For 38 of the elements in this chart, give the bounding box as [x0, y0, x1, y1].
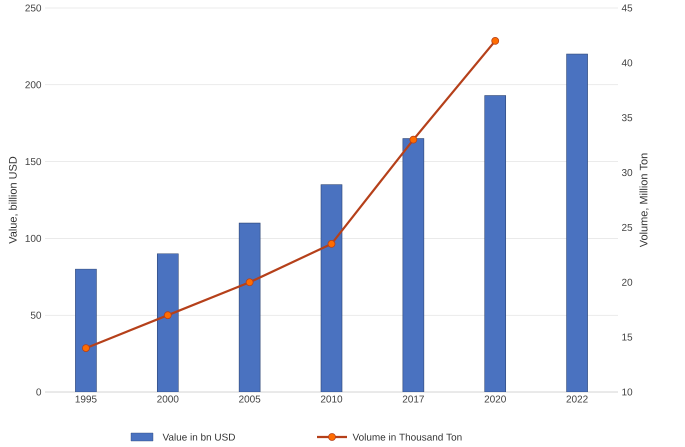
y-tick-label: 0	[36, 388, 42, 396]
y2-axis-title: Volume, Million Ton	[639, 154, 649, 248]
x-tick-label: 2010	[320, 396, 342, 403]
legend-label: Volume in Thousand Ton	[352, 433, 462, 441]
point	[164, 311, 172, 320]
y2-tick-label: 25	[622, 224, 632, 231]
y2-tick-label: 30	[622, 169, 632, 176]
x-tick-label: 2000	[157, 396, 178, 403]
y2-tick-label: 40	[622, 59, 632, 66]
bar	[75, 268, 97, 392]
y2-tick-label: 20	[622, 278, 632, 286]
y-axis-title: Value, billion USD	[8, 156, 18, 244]
x-tick-label: 2005	[239, 396, 260, 403]
x-tick-label: 2020	[484, 396, 506, 403]
y2-tick-label: 10	[622, 388, 632, 396]
bar	[402, 138, 424, 392]
bar	[320, 184, 342, 392]
bar	[156, 253, 179, 392]
point	[491, 37, 500, 45]
point	[82, 344, 90, 352]
y2-tick-label: 15	[622, 334, 632, 341]
x-tick-label: 2022	[566, 396, 588, 403]
y-tick-label: 250	[25, 4, 42, 12]
y-tick-label: 150	[26, 158, 42, 166]
y-tick-label: 50	[30, 312, 42, 319]
bar	[566, 54, 588, 392]
point	[246, 278, 254, 286]
y2-tick-label: 45	[622, 4, 632, 12]
legend-label: Value in bn USD	[162, 433, 235, 441]
bar	[238, 222, 260, 392]
x-tick-label: 1995	[76, 396, 97, 403]
y-tick-label: 100	[26, 234, 42, 242]
bar	[484, 95, 506, 392]
point	[409, 136, 418, 144]
y-tick-label: 200	[25, 81, 42, 88]
point	[328, 240, 336, 248]
y2-tick-label: 35	[622, 114, 632, 122]
x-tick-label: 2017	[402, 396, 424, 403]
